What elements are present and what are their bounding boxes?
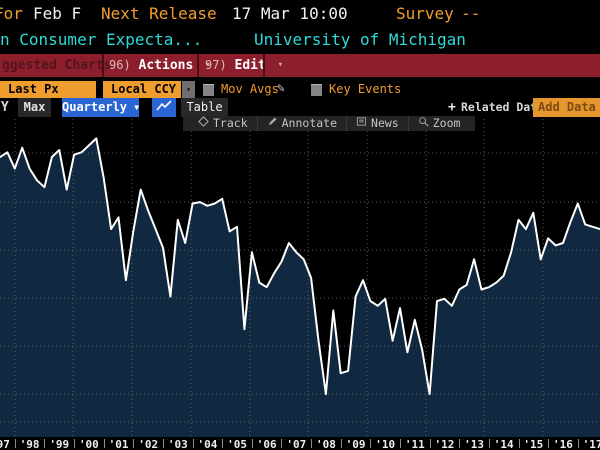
annotate-button[interactable]: Annotate (256, 116, 346, 131)
x-axis-tick (44, 439, 46, 448)
menubar-separator (102, 54, 104, 77)
x-axis-label: '04 (197, 438, 218, 450)
x-axis-tick (222, 439, 224, 448)
x-axis: '97 '98 '99 '00 '01 '02 '03 '04 '05 '06 '07 '08 '09 '… (0, 437, 600, 450)
x-axis-label: '09 (345, 438, 366, 450)
range-5y-button[interactable]: 5Y (0, 100, 9, 115)
x-axis-label: '03 (167, 438, 188, 450)
x-axis-label: '17 (582, 438, 600, 450)
x-axis-label: '08 (315, 438, 336, 450)
security-source: University of Michigan (254, 30, 466, 49)
news-icon (356, 116, 367, 131)
mov-avgs-label[interactable]: Mov Avgs (221, 82, 279, 96)
chart-type-button[interactable] (152, 98, 176, 117)
x-axis-tick (370, 439, 372, 448)
price-field-button[interactable]: Last Px (0, 81, 96, 98)
range-max-button[interactable]: Max (18, 98, 51, 117)
x-axis-tick (251, 439, 253, 448)
observation-period: For (0, 4, 23, 24)
periodicity-dropdown[interactable]: Quarterly ▼ (62, 98, 139, 117)
line-chart-icon (155, 100, 173, 114)
x-axis-label: '00 (78, 438, 99, 450)
x-axis-tick (548, 439, 550, 448)
chevron-down-icon: ▾ (186, 85, 191, 94)
menubar-separator (263, 54, 265, 77)
x-axis-tick (311, 439, 313, 448)
key-events-checkbox[interactable] (311, 84, 322, 96)
zoom-button[interactable]: Zoom (407, 116, 470, 131)
track-icon (198, 116, 209, 131)
add-data-button[interactable]: Add Data (533, 98, 600, 117)
x-axis-label: '98 (19, 438, 40, 450)
key-events-label[interactable]: Key Events (329, 82, 402, 96)
x-axis-label: '16 (553, 438, 573, 450)
x-axis-tick (281, 439, 283, 448)
pencil-icon[interactable]: ✎ (277, 81, 285, 96)
currency-button[interactable]: Local CCY (103, 81, 181, 98)
periodicity-label: Quarterly (62, 100, 128, 114)
currency-dropdown[interactable]: ▾ (182, 81, 195, 98)
for-label: For (0, 4, 23, 23)
actions-menu-button[interactable]: 96) Actions ▾ (109, 54, 211, 77)
x-axis-tick (459, 439, 461, 448)
chevron-down-icon: ▼ (134, 103, 140, 112)
security-name: n Consumer Expecta... (0, 30, 203, 49)
next-release-label: Next Release (101, 4, 217, 23)
x-axis-tick (340, 439, 342, 448)
zoom-label: Zoom (432, 116, 461, 130)
menubar-separator (197, 54, 199, 77)
edit-label: Edit (234, 58, 266, 73)
edit-menu-button[interactable]: 97) Edit ▾ (205, 54, 283, 77)
x-axis-label: '07 (286, 438, 307, 450)
x-axis-label: '02 (138, 438, 159, 450)
x-axis-tick (400, 439, 401, 448)
x-axis-tick (429, 439, 431, 448)
x-axis-tick (74, 439, 76, 448)
chevron-down-icon: ▾ (277, 60, 284, 70)
suggested-charts-tab[interactable]: ggested Charts (2, 58, 112, 73)
track-label: Track (213, 116, 248, 130)
annotate-pencil-icon (267, 116, 278, 131)
x-axis-label: '05 (227, 438, 247, 450)
x-axis-label: '11 (404, 438, 425, 450)
x-axis-label: '06 (256, 438, 277, 450)
track-button[interactable]: Track (189, 116, 257, 131)
x-axis-tick (14, 439, 16, 448)
survey-value: -- (461, 4, 481, 23)
x-axis-tick (103, 439, 105, 448)
x-axis-tick (518, 439, 520, 448)
x-axis-label: '97 (0, 438, 10, 450)
x-axis-label: '15 (523, 438, 544, 450)
plus-icon: + (448, 100, 456, 115)
x-axis-tick (192, 439, 194, 448)
menubar: ggested Charts 96) Actions ▾ 97) Edit ▾ (0, 54, 600, 77)
survey-label: Survey (396, 4, 454, 23)
edit-key: 97) (205, 58, 227, 72)
x-axis-label: '01 (108, 438, 129, 450)
x-axis-tick (577, 439, 579, 448)
period-value: Feb F (33, 4, 82, 23)
related-data-button[interactable]: Related Dat (461, 100, 538, 114)
x-axis-label: '13 (464, 438, 484, 450)
x-axis-tick (488, 439, 490, 448)
x-axis-label: '12 (434, 438, 455, 450)
chevron-down-icon: ▾ (205, 60, 211, 70)
x-axis-tick (162, 439, 164, 448)
table-button[interactable]: Table (181, 98, 228, 117)
next-release-value: 17 Mar 10:00 (232, 4, 348, 23)
x-axis-label: '10 (375, 438, 396, 450)
x-axis-label: '14 (493, 438, 514, 450)
x-axis-label: '99 (49, 438, 70, 450)
news-button[interactable]: News (346, 116, 408, 131)
x-axis-tick (133, 439, 135, 448)
mov-avgs-checkbox[interactable] (203, 84, 214, 96)
actions-label: Actions (138, 58, 194, 73)
magnifier-icon (418, 116, 429, 131)
news-label: News (371, 116, 399, 130)
annotate-label: Annotate (281, 116, 338, 130)
chart-toolbar: Track Annotate News Zoom (183, 116, 476, 131)
actions-key: 96) (109, 58, 131, 72)
